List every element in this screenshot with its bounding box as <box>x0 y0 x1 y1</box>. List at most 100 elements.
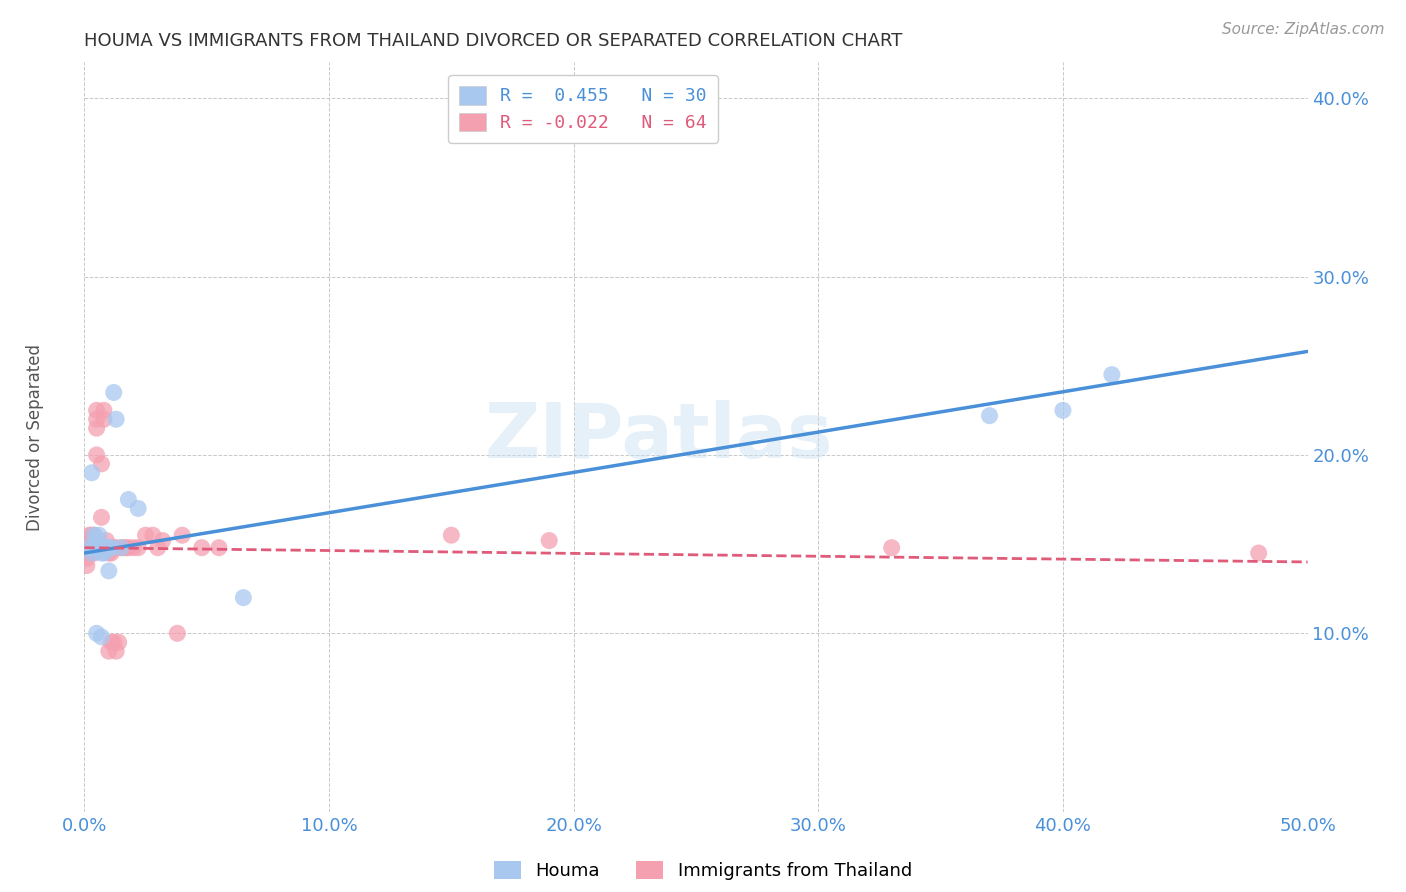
Point <box>90 546 112 560</box>
Legend: R =  0.455   N = 30, R = -0.022   N = 64: R = 0.455 N = 30, R = -0.022 N = 64 <box>449 75 718 143</box>
Point <box>112 541 135 555</box>
Point <box>77 546 100 560</box>
Point <box>880 541 903 555</box>
Point <box>97 541 120 555</box>
Point <box>100 635 122 649</box>
Point <box>83 541 105 555</box>
Point <box>1247 546 1270 560</box>
Point <box>105 412 128 426</box>
Point <box>86 626 108 640</box>
Point <box>117 492 139 507</box>
Point <box>80 533 103 548</box>
Point <box>122 541 145 555</box>
Point <box>100 546 122 560</box>
Point <box>77 537 100 551</box>
Point <box>76 551 98 566</box>
Point <box>166 626 188 640</box>
Point <box>208 541 231 555</box>
Point <box>80 528 103 542</box>
Point <box>87 541 110 555</box>
Point <box>86 403 108 417</box>
Point <box>97 644 120 658</box>
Point <box>76 558 98 573</box>
Point <box>90 541 112 555</box>
Point <box>80 546 103 560</box>
Point <box>76 541 98 555</box>
Point <box>87 541 110 555</box>
Point <box>76 541 98 555</box>
Point <box>127 501 149 516</box>
Point <box>117 541 139 555</box>
Point <box>80 541 103 555</box>
Point <box>146 541 169 555</box>
Point <box>90 510 112 524</box>
Point <box>93 541 115 555</box>
Legend: Houma, Immigrants from Thailand: Houma, Immigrants from Thailand <box>486 854 920 888</box>
Point <box>86 412 108 426</box>
Point <box>105 644 128 658</box>
Point <box>142 528 165 542</box>
Point <box>90 630 112 644</box>
Point <box>191 541 214 555</box>
Point <box>110 541 132 555</box>
Point <box>93 546 115 560</box>
Point <box>103 385 125 400</box>
Point <box>100 541 122 555</box>
Point <box>77 541 100 555</box>
Point <box>83 541 105 555</box>
Point <box>110 541 132 555</box>
Point <box>96 541 118 555</box>
Point <box>93 541 115 555</box>
Point <box>83 528 105 542</box>
Point <box>87 533 110 548</box>
Point <box>77 541 100 555</box>
Point <box>77 541 100 555</box>
Text: ZIPatlas: ZIPatlas <box>485 401 834 474</box>
Point <box>90 457 112 471</box>
Point <box>83 528 105 542</box>
Point <box>97 564 120 578</box>
Point <box>105 541 128 555</box>
Point <box>103 635 125 649</box>
Point <box>77 528 100 542</box>
Point <box>86 541 108 555</box>
Point <box>93 403 115 417</box>
Point <box>979 409 1001 423</box>
Point <box>80 541 103 555</box>
Point <box>86 421 108 435</box>
Point <box>93 541 115 555</box>
Point <box>96 541 118 555</box>
Point <box>90 541 112 555</box>
Point <box>96 541 118 555</box>
Point <box>115 541 138 555</box>
Point <box>152 533 174 548</box>
Point <box>80 466 103 480</box>
Point <box>103 541 125 555</box>
Point <box>107 635 129 649</box>
Point <box>90 541 112 555</box>
Text: Source: ZipAtlas.com: Source: ZipAtlas.com <box>1222 22 1385 37</box>
Point <box>83 537 105 551</box>
Point <box>83 541 105 555</box>
Point <box>83 546 105 560</box>
Text: HOUMA VS IMMIGRANTS FROM THAILAND DIVORCED OR SEPARATED CORRELATION CHART: HOUMA VS IMMIGRANTS FROM THAILAND DIVORC… <box>84 32 903 50</box>
Point <box>97 546 120 560</box>
Point <box>97 541 120 555</box>
Point <box>232 591 254 605</box>
Point <box>1052 403 1074 417</box>
Point <box>440 528 463 542</box>
Point <box>1101 368 1123 382</box>
Point <box>127 541 149 555</box>
Point <box>538 533 561 548</box>
Point <box>87 541 110 555</box>
Point <box>86 448 108 462</box>
Point <box>86 533 108 548</box>
Point <box>96 541 118 555</box>
Point <box>135 528 157 542</box>
Point <box>80 546 103 560</box>
Point <box>96 533 118 548</box>
Point <box>93 412 115 426</box>
Point <box>172 528 194 542</box>
Text: Divorced or Separated: Divorced or Separated <box>27 343 45 531</box>
Point <box>87 528 110 542</box>
